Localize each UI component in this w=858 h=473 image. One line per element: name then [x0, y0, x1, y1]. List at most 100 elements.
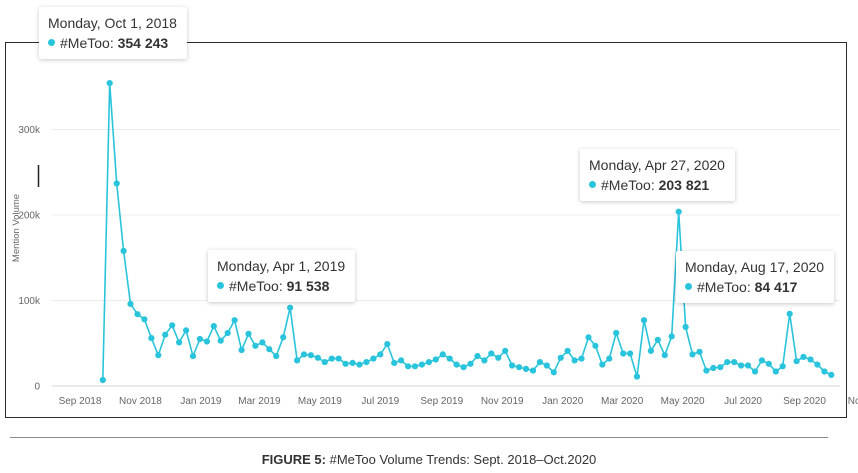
data-point[interactable]	[155, 352, 162, 359]
data-point[interactable]	[210, 323, 217, 330]
data-point[interactable]	[189, 353, 197, 360]
data-point[interactable]	[453, 361, 460, 368]
data-point[interactable]	[807, 356, 814, 363]
data-point[interactable]	[772, 368, 779, 375]
data-point[interactable]	[176, 339, 183, 346]
data-point[interactable]	[585, 334, 592, 341]
data-point[interactable]	[502, 347, 509, 354]
data-point[interactable]	[474, 353, 481, 360]
data-point[interactable]	[411, 363, 419, 370]
data-point[interactable]	[439, 351, 446, 358]
data-point[interactable]	[217, 337, 224, 344]
data-point[interactable]	[571, 357, 578, 364]
data-point[interactable]	[758, 357, 766, 364]
data-point[interactable]	[134, 311, 141, 318]
data-point[interactable]	[259, 339, 266, 346]
data-point[interactable]	[127, 300, 134, 307]
data-point[interactable]	[557, 354, 564, 361]
data-point[interactable]	[169, 322, 176, 329]
data-point[interactable]	[516, 364, 523, 371]
data-point[interactable]	[432, 356, 439, 363]
data-point[interactable]	[321, 359, 328, 366]
data-point[interactable]	[640, 317, 648, 324]
data-point[interactable]	[294, 357, 301, 364]
data-point[interactable]	[196, 335, 203, 343]
data-point[interactable]	[647, 347, 655, 354]
data-point[interactable]	[620, 350, 627, 357]
data-point[interactable]	[245, 330, 252, 337]
data-point[interactable]	[106, 80, 113, 87]
data-point[interactable]	[633, 373, 641, 380]
data-point[interactable]	[488, 350, 495, 357]
data-point[interactable]	[661, 352, 668, 359]
data-point[interactable]	[536, 359, 544, 366]
data-point[interactable]	[522, 365, 530, 372]
data-point[interactable]	[162, 331, 169, 338]
data-point[interactable]	[828, 371, 835, 378]
data-point[interactable]	[99, 376, 106, 384]
data-point[interactable]	[654, 336, 661, 343]
data-point[interactable]	[578, 355, 585, 362]
data-point[interactable]	[793, 358, 800, 365]
data-point[interactable]	[550, 369, 557, 376]
data-point[interactable]	[508, 362, 516, 369]
data-point[interactable]	[113, 180, 120, 187]
data-point[interactable]	[613, 329, 620, 337]
data-point[interactable]	[703, 367, 710, 374]
data-point[interactable]	[675, 208, 682, 215]
data-point[interactable]	[682, 323, 689, 331]
data-point[interactable]	[779, 363, 786, 370]
data-point[interactable]	[307, 352, 314, 359]
data-point[interactable]	[821, 368, 828, 375]
data-point[interactable]	[314, 354, 321, 361]
data-point[interactable]	[592, 342, 599, 349]
data-point[interactable]	[467, 360, 474, 367]
data-point[interactable]	[328, 355, 335, 362]
data-point[interactable]	[203, 338, 210, 345]
data-point[interactable]	[377, 351, 384, 358]
data-point[interactable]	[405, 363, 412, 370]
data-point[interactable]	[418, 361, 425, 368]
data-point[interactable]	[606, 355, 613, 362]
data-point[interactable]	[689, 351, 696, 358]
data-point[interactable]	[765, 360, 772, 367]
data-point[interactable]	[342, 360, 349, 367]
data-point[interactable]	[738, 362, 745, 369]
data-point[interactable]	[710, 364, 717, 372]
data-point[interactable]	[696, 348, 703, 355]
data-point[interactable]	[335, 355, 342, 362]
data-point[interactable]	[481, 357, 488, 364]
data-point[interactable]	[564, 347, 571, 354]
data-point[interactable]	[627, 350, 634, 357]
data-point[interactable]	[238, 347, 245, 354]
data-point[interactable]	[731, 359, 738, 366]
data-point[interactable]	[668, 333, 675, 340]
data-point[interactable]	[446, 355, 453, 362]
data-point[interactable]	[266, 346, 273, 353]
data-point[interactable]	[280, 334, 287, 341]
data-point[interactable]	[148, 335, 155, 342]
data-point[interactable]	[349, 359, 356, 366]
data-point[interactable]	[495, 354, 502, 361]
data-point[interactable]	[398, 357, 405, 364]
data-point[interactable]	[287, 304, 294, 311]
data-point[interactable]	[141, 316, 148, 323]
data-point[interactable]	[120, 247, 127, 254]
data-point[interactable]	[273, 353, 280, 360]
data-point[interactable]	[300, 351, 308, 358]
data-point[interactable]	[384, 341, 391, 348]
data-point[interactable]	[814, 361, 821, 368]
data-point[interactable]	[231, 317, 238, 324]
data-point[interactable]	[751, 368, 759, 375]
data-point[interactable]	[599, 361, 606, 368]
data-point[interactable]	[744, 362, 752, 369]
data-point[interactable]	[391, 359, 398, 366]
data-point[interactable]	[529, 367, 537, 374]
data-point[interactable]	[370, 355, 377, 362]
data-point[interactable]	[460, 364, 467, 371]
data-point[interactable]	[717, 364, 724, 371]
data-point[interactable]	[183, 327, 190, 334]
data-point[interactable]	[252, 342, 259, 349]
data-point[interactable]	[724, 359, 731, 366]
data-point[interactable]	[786, 310, 793, 317]
